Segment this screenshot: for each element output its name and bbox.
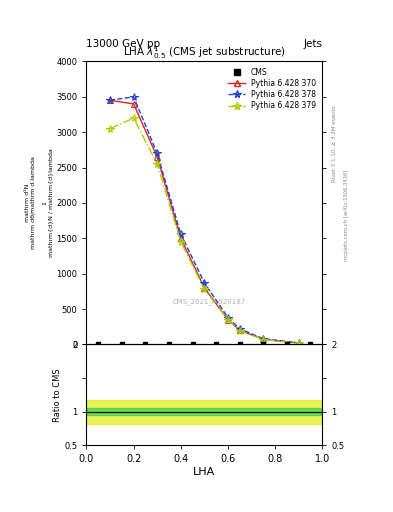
Legend: CMS, Pythia 6.428 370, Pythia 6.428 378, Pythia 6.428 379: CMS, Pythia 6.428 370, Pythia 6.428 378,…	[226, 65, 318, 113]
Bar	[86, 409, 322, 415]
Text: Jets: Jets	[303, 38, 322, 49]
Bar	[86, 400, 322, 424]
Text: CMS_2021_I1920187: CMS_2021_I1920187	[173, 298, 246, 305]
Text: mathrm d²N
mathrm dθⱼmathrm d lambda

1
mathrm{d}N / mathrm{d}lambda: mathrm d²N mathrm dθⱼmathrm d lambda 1 m…	[25, 148, 53, 258]
Title: LHA $\lambda^{1}_{0.5}$ (CMS jet substructure): LHA $\lambda^{1}_{0.5}$ (CMS jet substru…	[123, 45, 286, 61]
Y-axis label: Ratio to CMS: Ratio to CMS	[53, 368, 62, 422]
Text: 13000 GeV pp: 13000 GeV pp	[86, 38, 161, 49]
Text: Rivet 3.1.10, ≥ 3.2M events: Rivet 3.1.10, ≥ 3.2M events	[332, 105, 337, 182]
X-axis label: LHA: LHA	[193, 467, 215, 477]
Text: mcplots.cern.ch [arXiv:1306.3436]: mcplots.cern.ch [arXiv:1306.3436]	[344, 169, 349, 261]
